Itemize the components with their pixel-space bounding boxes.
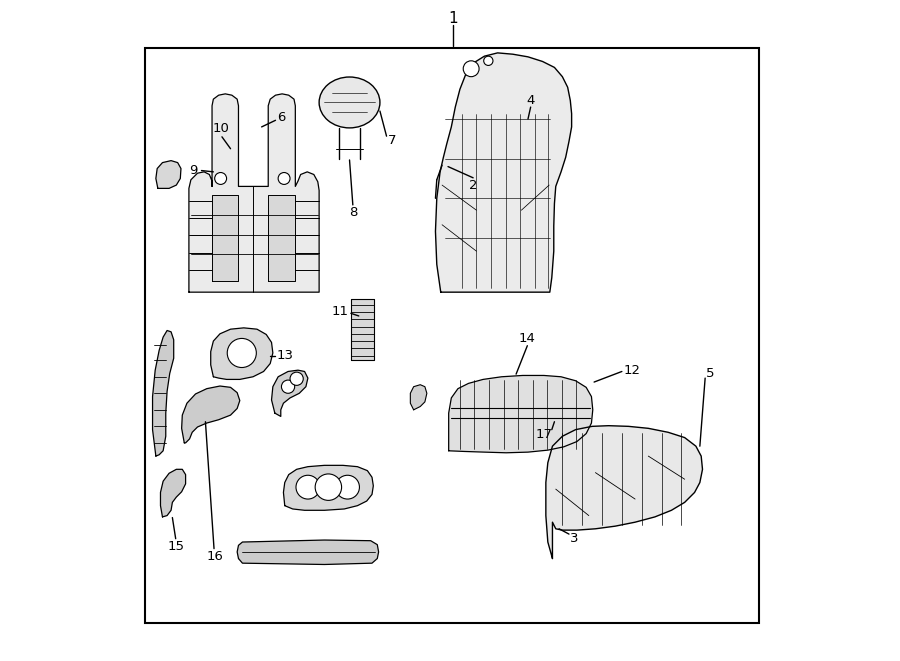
Circle shape [215, 173, 227, 184]
Text: 15: 15 [167, 540, 184, 553]
Polygon shape [160, 469, 185, 517]
Text: 3: 3 [570, 532, 579, 545]
Polygon shape [211, 328, 273, 379]
Circle shape [282, 380, 294, 393]
Polygon shape [182, 386, 239, 443]
Text: 8: 8 [348, 206, 357, 219]
Text: 2: 2 [469, 178, 477, 192]
Ellipse shape [320, 77, 380, 128]
Circle shape [464, 61, 479, 77]
Text: 4: 4 [526, 94, 535, 107]
Polygon shape [153, 330, 174, 456]
Text: 11: 11 [332, 305, 349, 319]
Polygon shape [212, 195, 238, 281]
Text: 14: 14 [519, 332, 536, 345]
Polygon shape [410, 385, 427, 410]
Polygon shape [449, 375, 593, 453]
Circle shape [290, 372, 303, 385]
Circle shape [336, 475, 359, 499]
Polygon shape [189, 94, 320, 292]
Polygon shape [272, 370, 308, 416]
Text: 9: 9 [189, 164, 198, 177]
Polygon shape [268, 195, 294, 281]
Text: 17: 17 [536, 428, 553, 442]
Polygon shape [238, 540, 379, 564]
Text: 16: 16 [207, 550, 224, 563]
Text: 7: 7 [388, 134, 397, 147]
Text: 5: 5 [706, 367, 714, 380]
Polygon shape [156, 161, 181, 188]
Text: 1: 1 [448, 11, 458, 26]
Polygon shape [351, 299, 374, 360]
Polygon shape [436, 53, 572, 292]
Polygon shape [284, 465, 374, 510]
Circle shape [315, 474, 342, 500]
Polygon shape [545, 426, 703, 559]
Text: 12: 12 [624, 364, 641, 377]
Circle shape [296, 475, 320, 499]
Text: 13: 13 [276, 349, 293, 362]
Circle shape [483, 56, 493, 65]
Text: 6: 6 [277, 111, 285, 124]
Text: 10: 10 [212, 122, 230, 136]
Bar [145, 48, 760, 623]
Circle shape [227, 338, 256, 368]
Circle shape [278, 173, 290, 184]
